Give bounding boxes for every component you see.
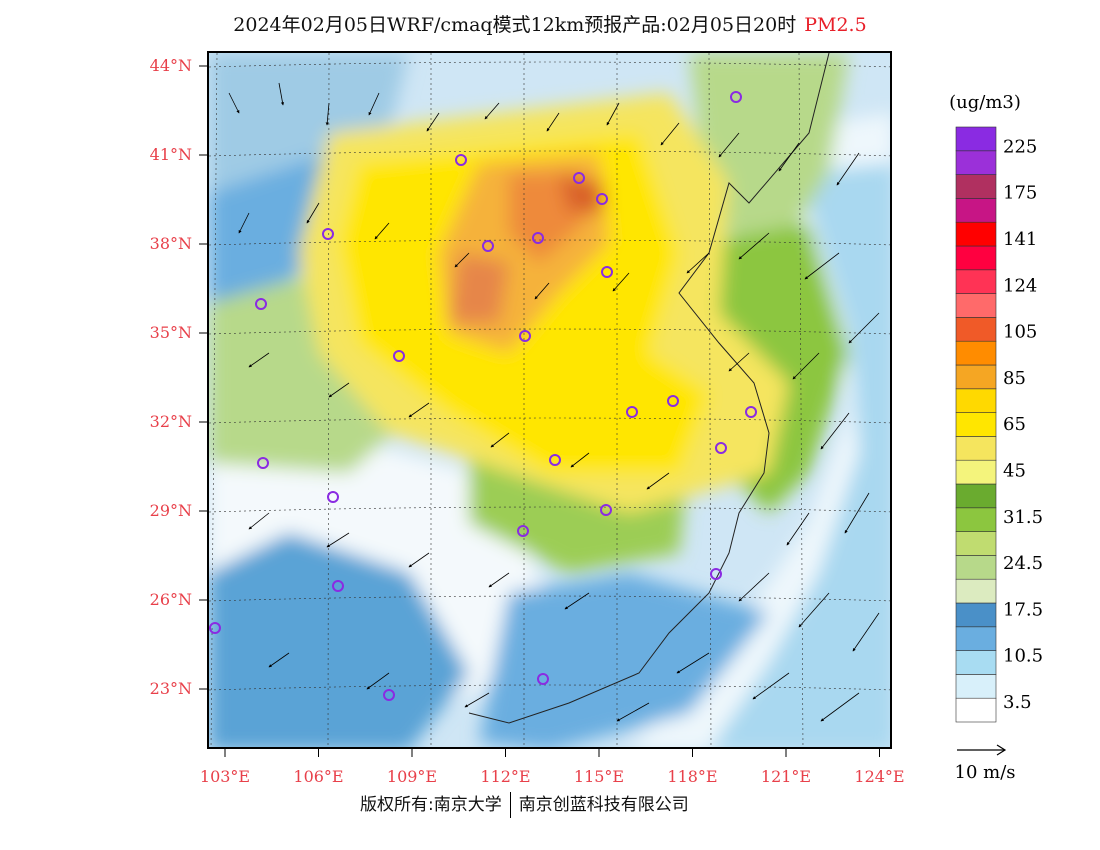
legend-swatch: [955, 245, 997, 271]
lat-label: 26°N: [150, 590, 192, 609]
legend-swatch: [955, 221, 997, 247]
graticule: [209, 53, 890, 747]
legend-tick: 24.5: [1003, 553, 1043, 574]
title-main: 2024年02月05日WRF/cmaq模式12km预报产品:02月05日20时: [233, 14, 797, 36]
map-title: 2024年02月05日WRF/cmaq模式12km预报产品:02月05日20时 P…: [0, 10, 1100, 37]
legend-tick: 124: [1003, 275, 1037, 296]
legend-tick: 17.5: [1003, 599, 1043, 620]
lon-label: 109°E: [387, 767, 437, 786]
copyright-left: 版权所有:南京大学: [360, 795, 502, 815]
legend-swatch: [955, 269, 997, 294]
legend-swatch: [955, 578, 997, 604]
legend-swatch: [955, 340, 997, 366]
legend-tick: 45: [1003, 461, 1026, 482]
legend-swatch: [955, 555, 997, 580]
lat-label: 44°N: [150, 56, 192, 75]
lat-label: 32°N: [150, 412, 192, 431]
reference-vector-label: 10 m/s: [955, 762, 1016, 783]
legend-unit: (ug/m3): [949, 92, 1021, 113]
legend-colorbar: [955, 126, 997, 723]
legend-swatch: [955, 150, 997, 175]
legend-swatch: [955, 412, 997, 437]
legend-swatch: [955, 388, 997, 413]
station-markers: [209, 91, 757, 701]
legend-tick: 175: [1003, 183, 1037, 204]
legend-swatch: [955, 198, 997, 223]
lon-label: 112°E: [480, 767, 530, 786]
lat-label: 35°N: [150, 323, 192, 342]
legend-swatch: [955, 174, 997, 199]
legend-tick: 3.5: [1003, 692, 1032, 713]
legend-swatch: [955, 483, 997, 509]
wind-vectors: [228, 82, 880, 722]
legend-tick: 105: [1003, 322, 1037, 343]
title-pollutant: PM2.5: [804, 14, 867, 36]
legend-tick: 31.5: [1003, 507, 1043, 528]
copyright-right: 南京创蓝科技有限公司: [518, 795, 689, 815]
legend-swatch: [955, 364, 997, 390]
lon-label: 106°E: [293, 767, 343, 786]
legend-swatch: [955, 436, 997, 461]
legend-swatch: [955, 293, 997, 318]
lat-label: 29°N: [150, 501, 192, 520]
legend-swatch: [955, 650, 997, 675]
legend-swatch: [955, 317, 997, 342]
lon-label: 124°E: [854, 767, 904, 786]
legend-tick: 225: [1003, 136, 1037, 157]
lon-label: 118°E: [667, 767, 717, 786]
legend-swatch: [955, 126, 997, 152]
legend-tick: 141: [1003, 229, 1037, 250]
footer-divider: [509, 792, 511, 818]
coastline: [468, 53, 830, 724]
copyright-footer: 版权所有:南京大学 南京创蓝科技有限公司: [360, 790, 689, 818]
concentration-layer: [209, 53, 890, 747]
pm25-field: [209, 53, 890, 747]
lat-label: 38°N: [150, 234, 192, 253]
legend-swatch: [955, 602, 997, 628]
legend-swatch: [955, 626, 997, 651]
map-panel: [207, 51, 892, 749]
lon-label: 103°E: [200, 767, 250, 786]
legend-tick: 10.5: [1003, 646, 1043, 667]
lat-label: 41°N: [150, 145, 192, 164]
legend-swatch: [955, 531, 997, 556]
legend-tick: 85: [1003, 368, 1026, 389]
lon-label: 121°E: [761, 767, 811, 786]
legend-tick-labels: 3.5 10.5 17.5 24.5 31.5 45 65 85 105 124 141 175 225: [1003, 136, 1043, 713]
legend-swatch: [955, 459, 997, 485]
legend-swatch: [955, 697, 997, 723]
lat-label: 23°N: [150, 679, 192, 698]
lon-label: 115°E: [574, 767, 624, 786]
legend-swatch: [955, 507, 997, 532]
legend-tick: 65: [1003, 414, 1026, 435]
legend-swatch: [955, 674, 997, 699]
